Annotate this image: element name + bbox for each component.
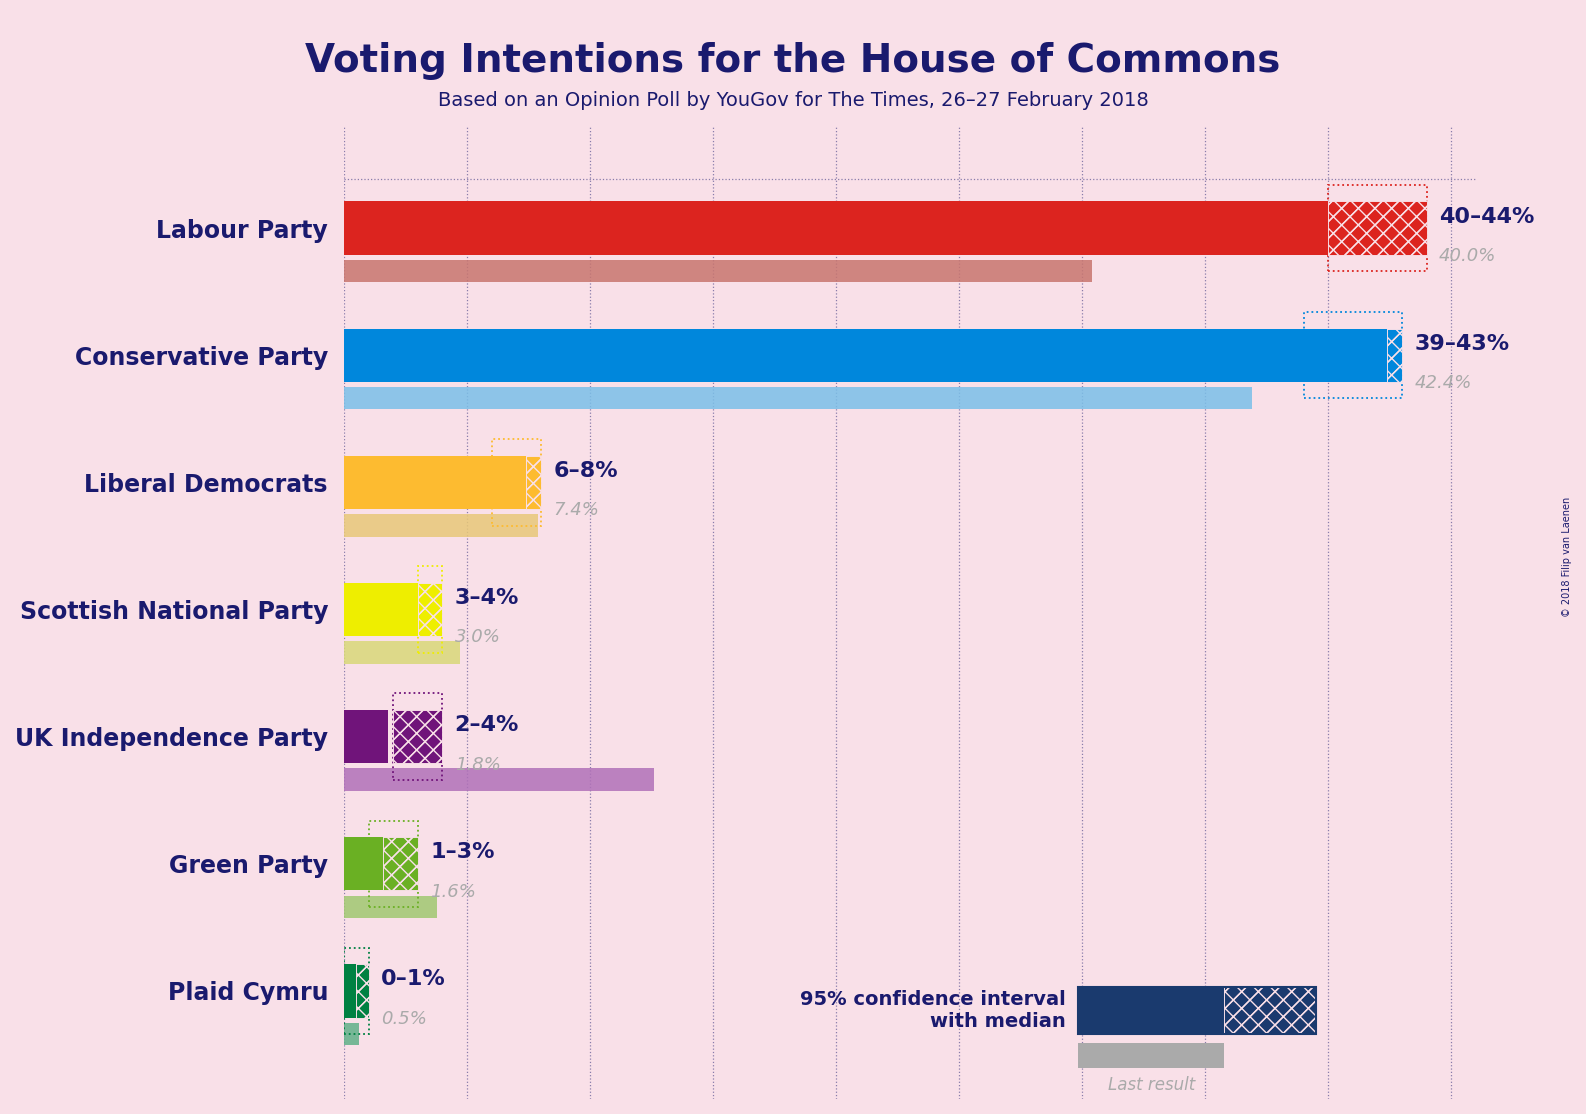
Bar (344, 260, 1093, 282)
Text: 40.0%: 40.0% (1439, 247, 1497, 265)
Text: 42.4%: 42.4% (1415, 374, 1472, 392)
Bar (492, 439, 541, 526)
Bar (1329, 202, 1427, 255)
Bar (1388, 329, 1402, 382)
Bar (344, 710, 389, 763)
Bar (527, 456, 541, 509)
Bar (393, 710, 442, 763)
Bar (393, 710, 442, 763)
Bar (344, 769, 653, 791)
Text: Based on an Opinion Poll by YouGov for The Times, 26–27 February 2018: Based on an Opinion Poll by YouGov for T… (438, 91, 1148, 110)
Bar (344, 329, 1388, 382)
Text: Voting Intentions for the House of Commons: Voting Intentions for the House of Commo… (306, 42, 1280, 80)
Bar (344, 965, 357, 1017)
Bar (344, 515, 538, 537)
Text: 0–1%: 0–1% (381, 969, 446, 989)
Bar (417, 566, 442, 653)
Bar (344, 202, 1329, 255)
Text: 7.4%: 7.4% (554, 501, 600, 519)
Bar (393, 693, 442, 780)
Text: 3–4%: 3–4% (455, 588, 519, 608)
Text: 40–44%: 40–44% (1439, 207, 1535, 226)
Bar (368, 821, 417, 907)
Bar (344, 642, 460, 664)
Text: 6–8%: 6–8% (554, 461, 619, 481)
Bar (344, 1023, 358, 1045)
Bar (527, 456, 541, 509)
Bar (344, 583, 417, 636)
Text: 95% confidence interval
with median: 95% confidence interval with median (799, 990, 1066, 1030)
Text: 3.0%: 3.0% (455, 628, 501, 646)
Bar (384, 837, 417, 890)
Text: 0.5%: 0.5% (381, 1010, 427, 1028)
Bar (344, 387, 1251, 410)
Bar (344, 456, 527, 509)
Text: 1–3%: 1–3% (430, 842, 495, 862)
Bar (344, 948, 368, 1034)
Text: © 2018 Filip van Laenen: © 2018 Filip van Laenen (1562, 497, 1572, 617)
Bar (417, 583, 442, 636)
Bar (1388, 329, 1402, 382)
Bar (344, 837, 384, 890)
Bar (344, 896, 438, 918)
Bar (1329, 185, 1427, 272)
Text: 2–4%: 2–4% (455, 715, 519, 735)
Text: 39–43%: 39–43% (1415, 334, 1510, 354)
Bar (1329, 202, 1427, 255)
Bar (357, 965, 368, 1017)
Text: 1.6%: 1.6% (430, 882, 476, 901)
Bar (1304, 312, 1402, 399)
Text: 1.8%: 1.8% (455, 755, 501, 773)
Bar (357, 965, 368, 1017)
Bar (384, 837, 417, 890)
Bar (417, 583, 442, 636)
Text: Last result: Last result (1107, 1076, 1196, 1094)
